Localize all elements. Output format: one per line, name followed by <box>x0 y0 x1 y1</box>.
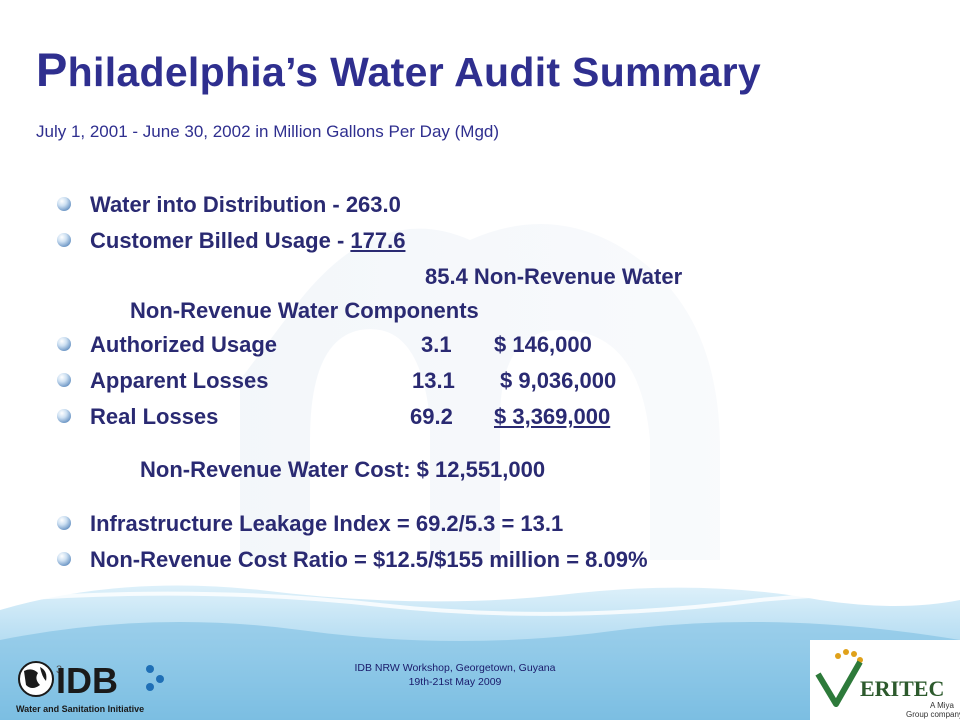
real-losses-value: 69.2 <box>410 404 453 429</box>
svg-text:Water and Sanitation Initiativ: Water and Sanitation Initiative <box>16 704 144 714</box>
svg-text:A Miya: A Miya <box>930 701 955 710</box>
bullet-icon <box>57 197 71 211</box>
svg-text:IDB: IDB <box>56 660 118 701</box>
footer-workshop: IDB NRW Workshop, Georgetown, Guyana <box>354 662 556 674</box>
non-revenue-water-line: 85.4 Non-Revenue Water <box>425 264 683 289</box>
svg-text:ERITEC: ERITEC <box>860 676 944 701</box>
footer-workshop-info: IDB NRW Workshop, Georgetown, Guyana 19t… <box>330 661 580 689</box>
real-losses-label: Real Losses <box>90 404 219 429</box>
customer-billed-line: Customer Billed Usage - 177.6 <box>90 228 406 253</box>
svg-text:Group company: Group company <box>906 710 960 719</box>
cost-ratio-line: Non-Revenue Cost Ratio = $12.5/$155 mill… <box>90 547 648 572</box>
apparent-losses-value: 13.1 <box>412 368 455 393</box>
bullet-icon <box>57 233 71 247</box>
bullet-icon <box>57 409 71 423</box>
water-into-distribution-line: Water into Distribution - 263.0 <box>90 192 401 217</box>
bullet-icon <box>57 516 71 530</box>
slide-subtitle: July 1, 2001 - June 30, 2002 in Million … <box>36 122 500 141</box>
real-losses-cost: $ 3,369,000 <box>494 404 611 429</box>
ili-line: Infrastructure Leakage Index = 69.2/5.3 … <box>90 511 564 536</box>
apparent-losses-cost: $ 9,036,000 <box>500 368 617 393</box>
authorized-usage-value: 3.1 <box>421 332 452 357</box>
authorized-usage-cost: $ 146,000 <box>494 332 592 357</box>
slide-title: Philadelphia’s Water Audit Summary <box>36 43 762 96</box>
idb-logo: IDB Water and Sanitation Initiative <box>16 660 164 714</box>
bullet-icon <box>57 337 71 351</box>
apparent-losses-label: Apparent Losses <box>90 368 269 393</box>
bullet-icon <box>57 373 71 387</box>
authorized-usage-label: Authorized Usage <box>90 332 278 357</box>
veritec-logo: ERITEC A Miya Group company <box>810 640 960 720</box>
page-number: 3 <box>56 664 63 676</box>
bullet-icon <box>57 552 71 566</box>
nrw-cost-line: Non-Revenue Water Cost: $ 12,551,000 <box>140 457 546 482</box>
footer-dates: 19th-21st May 2009 <box>408 676 502 688</box>
nrw-components-heading: Non-Revenue Water Components <box>130 298 479 323</box>
